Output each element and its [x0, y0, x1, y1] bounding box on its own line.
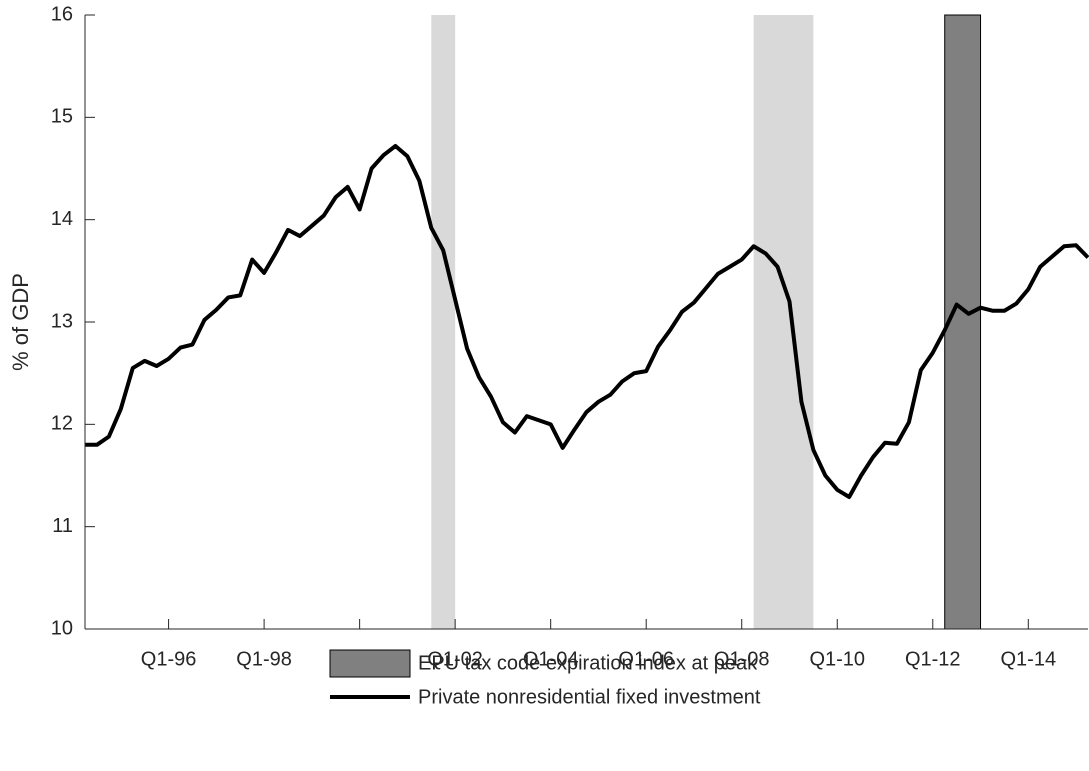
- x-tick-label: Q1-98: [236, 648, 292, 670]
- y-tick-label: 14: [51, 208, 73, 230]
- x-tick-label: Q1-10: [809, 648, 865, 670]
- x-tick-label: Q1-06: [618, 648, 674, 670]
- y-axis-label: % of GDP: [8, 273, 33, 371]
- legend-label: EPU tax code expiration index at peak: [418, 652, 758, 674]
- x-tick-label: Q1-02: [427, 648, 483, 670]
- shaded-period: [431, 15, 456, 629]
- legend-label: Private nonresidential fixed investment: [418, 686, 761, 708]
- x-tick-label: Q1-04: [523, 648, 579, 670]
- x-tick-label: Q1-96: [141, 648, 197, 670]
- y-tick-label: 10: [51, 617, 73, 639]
- y-tick-label: 11: [52, 515, 73, 537]
- x-tick-label: Q1-14: [1001, 648, 1057, 670]
- y-tick-label: 15: [51, 106, 73, 128]
- x-tick-label: Q1-08: [714, 648, 770, 670]
- y-tick-label: 12: [51, 413, 73, 435]
- shaded-period: [753, 15, 814, 629]
- y-tick-label: 13: [51, 310, 73, 332]
- legend-swatch: [329, 649, 411, 678]
- y-tick-label: 16: [51, 3, 73, 25]
- x-tick-label: Q1-12: [905, 648, 961, 670]
- data-line: [85, 143, 1089, 499]
